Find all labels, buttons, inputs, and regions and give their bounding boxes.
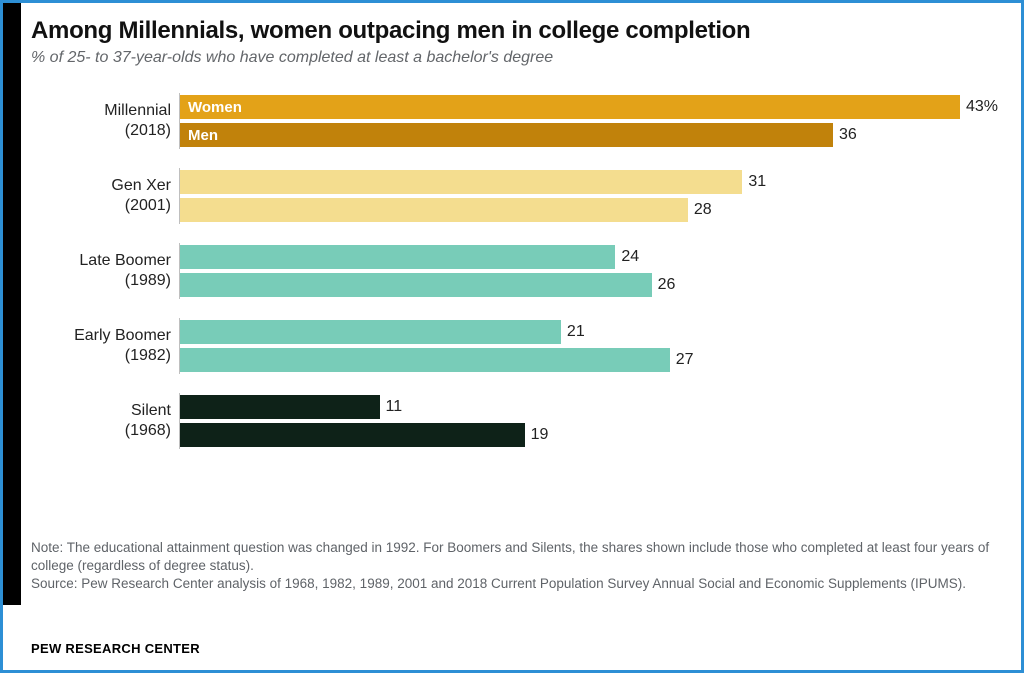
category-label: Late Boomer(1989): [31, 251, 179, 291]
bars-cell: 11 19: [179, 393, 1003, 449]
note-text: Note: The educational attainment questio…: [31, 539, 1003, 575]
bar-value-women: 31: [748, 173, 766, 191]
category-label: Gen Xer(2001): [31, 176, 179, 216]
bar-value-men: 27: [676, 351, 694, 369]
left-accent-stripe: [3, 3, 21, 605]
bar-men: 19: [180, 423, 525, 447]
bar-men: 27: [180, 348, 670, 372]
bars-cell: 24 26: [179, 243, 1003, 299]
bar-chart: Millennial(2018)43%Women36MenGen Xer(200…: [31, 93, 1003, 503]
bar-value-men: 26: [658, 276, 676, 294]
category-label: Silent(1968): [31, 401, 179, 441]
bar-value-men: 28: [694, 201, 712, 219]
category-name: Gen Xer: [31, 176, 171, 196]
bar-women: 43%Women: [180, 95, 960, 119]
category-year: (1982): [31, 346, 171, 366]
bar-group: Early Boomer(1982)2127: [31, 318, 1003, 374]
chart-frame: Among Millennials, women outpacing men i…: [0, 0, 1024, 673]
bar-value-women: 24: [621, 248, 639, 266]
chart-title: Among Millennials, women outpacing men i…: [31, 17, 1003, 45]
content-area: Among Millennials, women outpacing men i…: [21, 3, 1021, 513]
category-year: (1968): [31, 421, 171, 441]
series-label-women: Women: [188, 99, 242, 116]
bar-value-women: 21: [567, 323, 585, 341]
category-name: Silent: [31, 401, 171, 421]
bar-men: 36Men: [180, 123, 833, 147]
chart-subtitle: % of 25- to 37-year-olds who have comple…: [31, 49, 1003, 67]
attribution-text: PEW RESEARCH CENTER: [31, 641, 200, 656]
bars-cell: 43%Women36Men: [179, 93, 1003, 149]
bar-men: 28: [180, 198, 688, 222]
category-label: Millennial(2018): [31, 101, 179, 141]
bar-group: Late Boomer(1989)2426: [31, 243, 1003, 299]
bar-value-men: 36: [839, 126, 857, 144]
category-year: (2018): [31, 121, 171, 141]
bar-women: 11: [180, 395, 380, 419]
bar-group: Gen Xer(2001)3128: [31, 168, 1003, 224]
category-name: Early Boomer: [31, 326, 171, 346]
source-text: Source: Pew Research Center analysis of …: [31, 575, 1003, 593]
category-name: Late Boomer: [31, 251, 171, 271]
category-label: Early Boomer(1982): [31, 326, 179, 366]
bar-group: Millennial(2018)43%Women36Men: [31, 93, 1003, 149]
category-name: Millennial: [31, 101, 171, 121]
bar-women: 24: [180, 245, 615, 269]
category-year: (2001): [31, 196, 171, 216]
bar-men: 26: [180, 273, 652, 297]
bar-women: 21: [180, 320, 561, 344]
bar-value-women: 43%: [966, 98, 998, 116]
category-year: (1989): [31, 271, 171, 291]
bars-cell: 21 27: [179, 318, 1003, 374]
bar-women: 31: [180, 170, 742, 194]
bar-value-men: 19: [531, 426, 549, 444]
bar-group: Silent(1968)1119: [31, 393, 1003, 449]
chart-notes: Note: The educational attainment questio…: [31, 539, 1003, 594]
bar-value-women: 11: [386, 398, 403, 416]
bars-cell: 31 28: [179, 168, 1003, 224]
series-label-men: Men: [188, 127, 218, 144]
